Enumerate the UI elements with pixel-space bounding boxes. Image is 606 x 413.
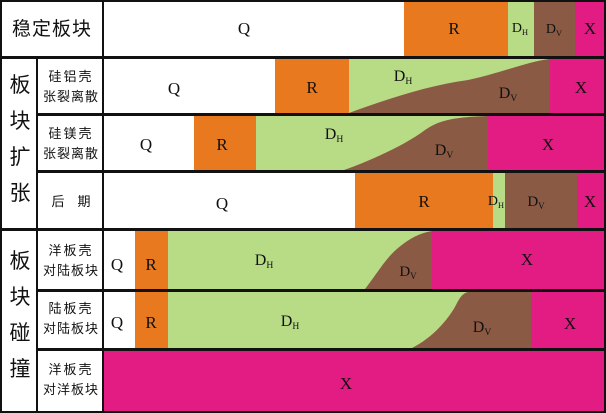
zone-Q [103, 231, 135, 289]
left-labels: 稳定板块 板 块 扩 张 板 块 碰 撞 硅铝壳 张裂离散 硅镁壳 张裂离散 后… [10, 18, 99, 398]
zone-X [432, 231, 604, 289]
row-label-line-2: 张裂离散 [43, 146, 99, 162]
label-Q: Q [216, 194, 228, 213]
expansion-char-1: 板 [10, 73, 31, 97]
label-DH: DH [325, 126, 344, 145]
collision-char-3: 碰 [10, 321, 31, 345]
zone-X [577, 173, 604, 228]
zone-R [135, 292, 168, 348]
row-label-line-2: 张裂离散 [43, 89, 99, 105]
row-label-si-al: 硅铝壳 张裂离散 [43, 70, 99, 105]
zone-DH [508, 2, 534, 56]
zone-Q [103, 2, 404, 56]
row-label-line-2: 对陆板块 [43, 263, 99, 279]
zone-DV [534, 2, 575, 56]
zone-Q [103, 59, 275, 113]
zone-X [488, 116, 604, 170]
row-label-line-1: 洋板壳 [48, 244, 93, 259]
row-label-line-1: 硅铝壳 [48, 70, 93, 85]
zone-R [275, 59, 349, 113]
label-R: R [306, 78, 318, 97]
zone-X [549, 59, 604, 113]
zone-X [531, 292, 604, 348]
zone-DV [505, 173, 577, 228]
expansion-char-2: 块 [10, 109, 31, 133]
row-late: Q R DH DV X [103, 173, 604, 228]
row-label-late: 后 期 [51, 195, 90, 210]
label-DV: DV [399, 264, 417, 281]
label-DH: DH [255, 252, 274, 271]
label-Q: Q [168, 79, 180, 98]
label-DH: DH [512, 21, 528, 37]
label-DV: DV [546, 22, 562, 38]
row-label-line-2: 对洋板块 [43, 383, 99, 398]
expansion-group-label: 板 块 扩 张 [10, 73, 31, 205]
label-Q: Q [111, 255, 123, 274]
row-label-line-1: 后 期 [51, 195, 90, 210]
row-continent-continent: Q R DH DV X [103, 292, 604, 348]
zone-X [103, 351, 604, 411]
zone-Q [103, 292, 135, 348]
row-label-ocean-continent: 洋板壳 对陆板块 [43, 244, 99, 279]
label-X: X [340, 374, 352, 393]
stable-plate-label: 稳定板块 [12, 18, 92, 40]
label-X: X [564, 314, 576, 333]
collision-char-4: 撞 [10, 357, 31, 381]
collision-char-1: 板 [10, 249, 31, 273]
label-R: R [145, 255, 157, 274]
zone-R [355, 173, 493, 228]
row-ocean-ocean: X [103, 351, 604, 411]
expansion-char-4: 张 [10, 181, 31, 205]
zone-X [575, 2, 604, 56]
label-X: X [584, 19, 596, 38]
zone-DV [344, 116, 488, 170]
label-X: X [575, 78, 587, 97]
row-si-al: Q R DH DV X [103, 59, 604, 113]
zone-DV [365, 231, 432, 289]
zone-R [404, 2, 508, 56]
label-DV: DV [435, 142, 454, 161]
label-Q: Q [140, 135, 152, 154]
label-DH: DH [281, 313, 300, 332]
zone-DV [349, 59, 549, 113]
label-X: X [521, 250, 533, 269]
label-R: R [216, 135, 228, 154]
row-label-continent-continent: 陆板壳 对陆板块 [43, 301, 99, 337]
label-X: X [584, 192, 596, 211]
label-Q: Q [238, 19, 250, 38]
label-R: R [448, 19, 460, 38]
label-X: X [542, 135, 554, 154]
label-DV: DV [499, 85, 518, 104]
zone-DH [493, 173, 505, 228]
zone-R [135, 231, 168, 289]
row-label-line-1: 洋板壳 [48, 363, 93, 378]
collision-group-label: 板 块 碰 撞 [10, 249, 31, 381]
zone-Q [103, 116, 194, 170]
row-label-line-2: 对陆板块 [43, 321, 99, 337]
row-label-si-mg: 硅镁壳 张裂离散 [43, 127, 99, 162]
zone-DV [412, 292, 531, 348]
label-R: R [145, 313, 157, 332]
row-label-ocean-ocean: 洋板壳 对洋板块 [43, 363, 99, 398]
label-DH: DH [394, 68, 413, 87]
row-label-line-1: 陆板壳 [48, 301, 93, 317]
zone-R [194, 116, 256, 170]
label-DV: DV [473, 319, 492, 338]
row-ocean-continent: Q R DH DV X [103, 231, 604, 289]
expansion-char-3: 扩 [10, 145, 31, 169]
label-DV: DV [527, 194, 545, 211]
row-si-mg: Q R DH DV X [103, 116, 604, 170]
zone-Q [103, 173, 355, 228]
label-DH: DH [488, 194, 504, 210]
collision-char-2: 块 [10, 285, 31, 309]
label-Q: Q [111, 313, 123, 332]
row-stable: Q R DH DV X [103, 2, 604, 56]
row-label-line-1: 硅镁壳 [48, 127, 93, 142]
label-R: R [418, 192, 430, 211]
